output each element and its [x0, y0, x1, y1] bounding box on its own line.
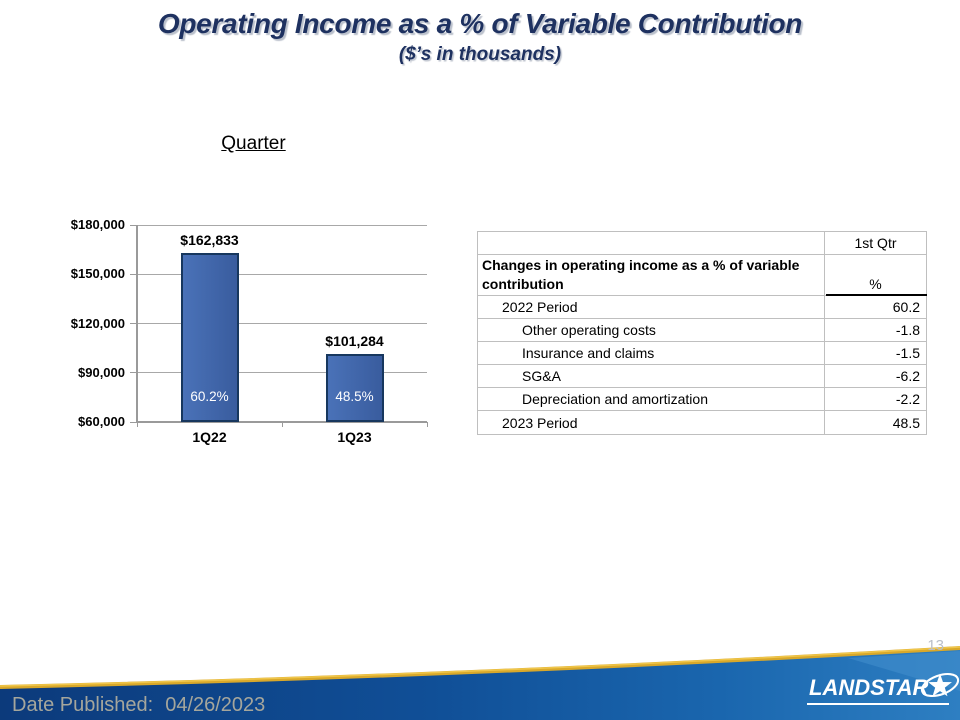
slide-subtitle: ($’s in thousands)	[398, 44, 562, 65]
footer-band	[0, 646, 960, 720]
chart-gridline	[137, 372, 427, 374]
row-value-cell: 48.5	[892, 414, 920, 431]
footer-gold-highlight	[0, 646, 960, 687]
y-axis-tick	[130, 372, 137, 374]
date-published: Date Published: 04/26/2023	[12, 694, 265, 717]
table-row: Insurance and claims -1.5	[478, 342, 926, 365]
row-label-cell: Depreciation and amortization	[478, 388, 825, 410]
table-row: SG&A -6.2	[478, 365, 926, 388]
y-axis-tick	[130, 224, 137, 226]
x-axis-tick	[282, 422, 283, 427]
footer-blue-band	[0, 649, 960, 720]
page-number: 13	[927, 637, 944, 654]
row-value-cell: -2.2	[895, 391, 920, 407]
landstar-logo-text: LANDSTAR	[809, 675, 929, 700]
slide-title: Operating Income as a % of Variable Cont…	[157, 8, 803, 39]
bar-percent-label: 48.5%	[335, 389, 374, 404]
row-label-cell: Insurance and claims	[478, 342, 825, 364]
chart-gridline	[137, 323, 427, 324]
chart-title: Quarter	[221, 133, 286, 154]
bar-value-label: $101,284	[325, 333, 384, 350]
table-row: 2022 Period 60.2	[478, 296, 926, 319]
row-header-cell: Changes in operating income as a % of va…	[478, 255, 825, 295]
row-value-cell: -1.8	[895, 322, 920, 338]
bar-1q23	[325, 354, 384, 422]
bar-value-label: $162,833	[180, 232, 239, 249]
y-axis-label: $150,000	[70, 266, 125, 282]
table-subheader-row: Changes in operating income as a % of va…	[478, 255, 926, 296]
landstar-star-icon	[920, 672, 960, 698]
table-header-row: 1st Qtr	[478, 232, 926, 255]
row-value-cell: 60.2	[892, 299, 920, 315]
y-axis-tick	[130, 323, 137, 324]
y-axis-label: $90,000	[78, 364, 125, 380]
footer-light-wedge	[848, 651, 960, 691]
date-published-label: Date Published:	[12, 694, 154, 716]
bar-percent-label: 60.2%	[190, 389, 229, 404]
row-label-cell: Other operating costs	[478, 319, 825, 341]
x-axis-tick	[137, 422, 138, 427]
x-axis-tick	[427, 422, 428, 427]
landstar-logo: LANDSTAR	[805, 666, 960, 712]
percent-column-underline	[826, 294, 927, 296]
unit-header-cell: %	[869, 276, 882, 292]
table-row: Depreciation and amortization -2.2	[478, 388, 926, 411]
column-header-cell: 1st Qtr	[854, 235, 897, 251]
y-axis-tick	[130, 421, 137, 423]
changes-table: 1st Qtr Changes in operating income as a …	[477, 231, 927, 435]
y-axis-label: $60,000	[78, 414, 125, 429]
row-label-cell: SG&A	[478, 365, 825, 387]
y-axis-tick	[130, 273, 137, 275]
chart-gridline	[137, 273, 427, 275]
table-row: Other operating costs -1.8	[478, 319, 926, 342]
footer-gold-stripe	[0, 646, 960, 689]
y-axis-label: $120,000	[70, 315, 125, 331]
bar-1q22	[180, 253, 239, 422]
date-published-value: 04/26/2023	[165, 694, 266, 716]
row-value-cell: -1.5	[895, 345, 920, 361]
y-axis-line	[136, 225, 138, 422]
table-row: 2023 Period 48.5	[478, 411, 926, 434]
x-axis-category-label: 1Q23	[337, 429, 372, 445]
row-label-cell: 2023 Period	[478, 411, 825, 434]
landstar-logo-underline	[807, 703, 949, 705]
row-label-cell: 2022 Period	[478, 296, 825, 318]
y-axis-label: $180,000	[70, 217, 125, 232]
chart-gridline	[137, 224, 427, 226]
x-axis-category-label: 1Q22	[192, 429, 227, 445]
header-spacer-cell	[478, 232, 825, 254]
row-value-cell: -6.2	[895, 368, 920, 384]
